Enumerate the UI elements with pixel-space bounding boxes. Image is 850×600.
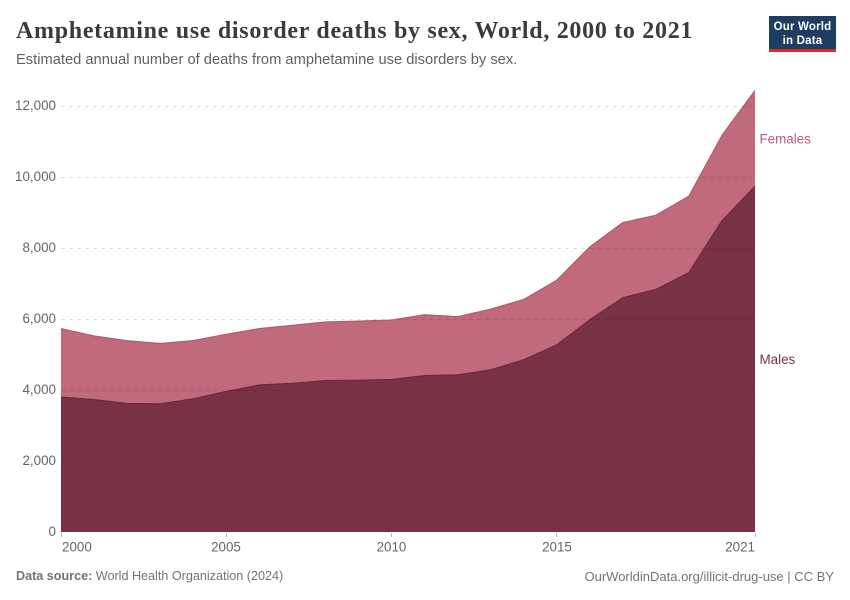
svg-text:Males: Males [760,352,796,367]
svg-text:6,000: 6,000 [22,311,56,326]
svg-text:2000: 2000 [62,540,92,555]
svg-text:2010: 2010 [377,540,407,555]
svg-text:2005: 2005 [211,540,241,555]
svg-text:10,000: 10,000 [15,169,56,184]
svg-text:2,000: 2,000 [22,453,56,468]
svg-text:2021: 2021 [725,540,755,555]
svg-text:Females: Females [760,132,812,147]
svg-text:12,000: 12,000 [15,98,56,113]
svg-text:2015: 2015 [542,540,572,555]
svg-text:0: 0 [49,524,56,539]
svg-text:8,000: 8,000 [22,240,56,255]
svg-text:4,000: 4,000 [22,382,56,397]
